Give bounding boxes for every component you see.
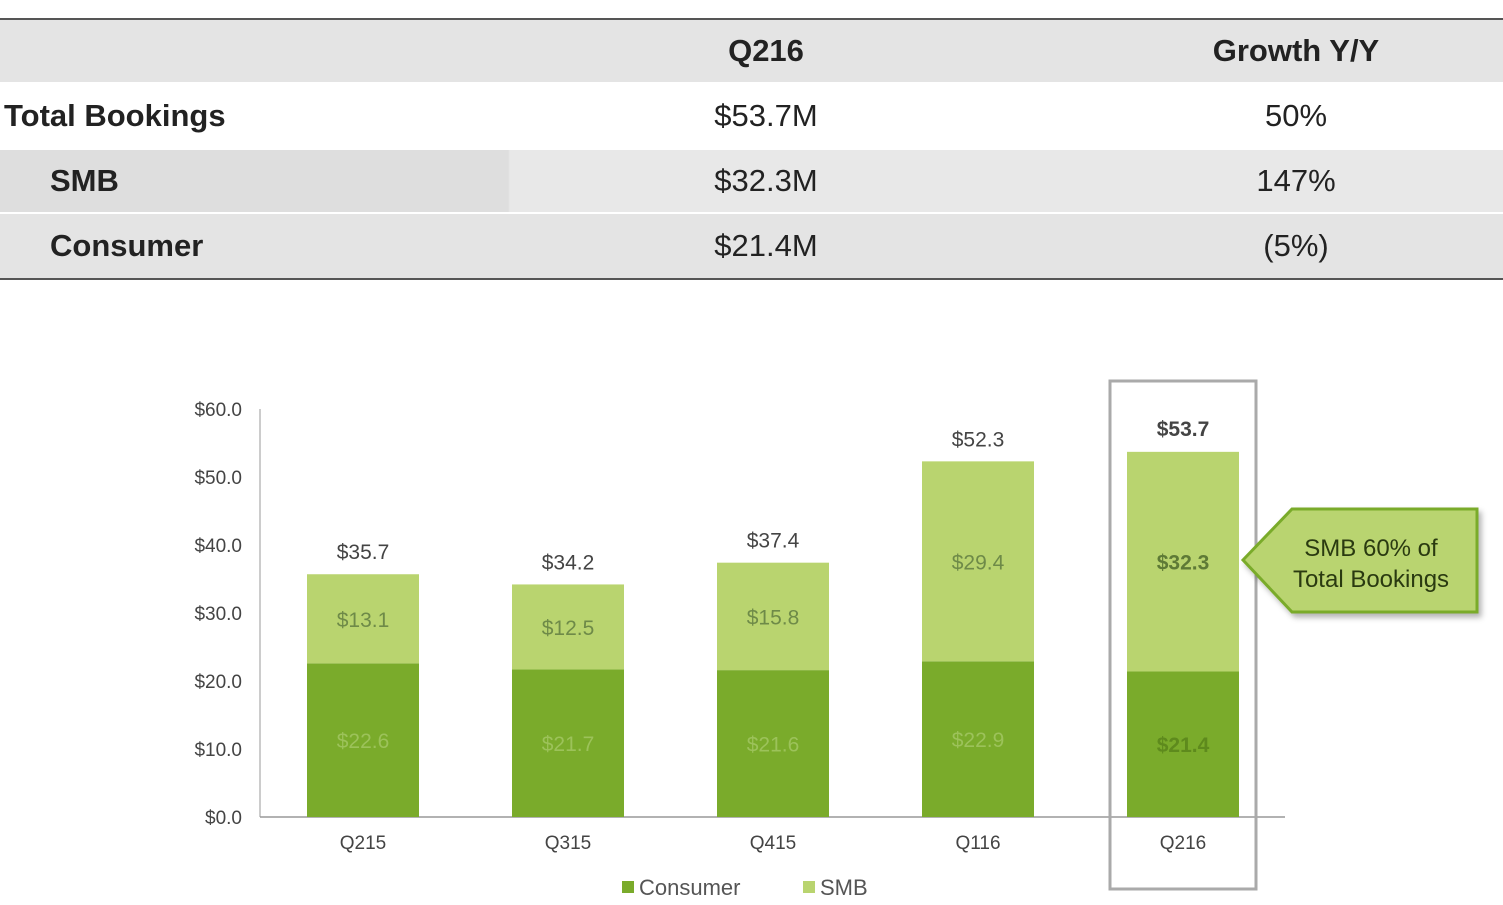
row-value-consumer: $21.4M [714, 228, 818, 263]
table-row-total: Total Bookings $53.7M 50% [0, 82, 1503, 150]
x-tick-label: Q116 [955, 833, 1000, 854]
table-bottom-rule [0, 278, 1503, 280]
bar-consumer-q216 [1127, 671, 1239, 817]
total-label-q315: $34.2 [542, 551, 595, 574]
legend-label-consumer: Consumer [639, 875, 740, 900]
row-value-total: $53.7M [714, 98, 818, 133]
data-label-consumer-q116: $22.9 [952, 729, 1005, 752]
bar-smb-q215 [307, 574, 419, 664]
table-top-rule [0, 18, 1503, 20]
y-tick-label: $0.0 [205, 808, 242, 829]
data-label-consumer-q315: $21.7 [542, 733, 595, 756]
data-label-consumer-q415: $21.6 [747, 734, 800, 757]
row-label-total: Total Bookings [4, 98, 226, 133]
data-label-consumer-q215: $22.6 [337, 730, 390, 753]
bar-smb-q315 [512, 584, 624, 670]
header-cell-q216: Q216 [728, 33, 804, 68]
x-tick-label: Q215 [340, 833, 386, 854]
total-label-q216: $53.7 [1157, 418, 1210, 441]
x-tick-label: Q315 [545, 833, 591, 854]
y-tick-label: $40.0 [194, 536, 242, 557]
row-growth-consumer: (5%) [1263, 228, 1329, 263]
legend-label-smb: SMB [820, 875, 868, 900]
row-label-consumer: Consumer [50, 228, 204, 263]
table-header-row: Q216 Growth Y/Y [0, 20, 1503, 82]
bar-consumer-q315 [512, 669, 624, 817]
row-value-smb: $32.3M [714, 163, 818, 198]
y-tick-label: $20.0 [194, 672, 242, 693]
data-label-smb-q216: $32.3 [1157, 552, 1210, 575]
data-label-smb-q215: $13.1 [337, 609, 390, 632]
table-row-consumer: Consumer $21.4M (5%) [0, 214, 1503, 278]
bar-smb-q415 [717, 562, 829, 671]
bookings-stacked-bar-chart: $0.0 $10.0 $20.0 $30.0 $40.0 $50.0 $60.0 Q215 Q3… [194, 379, 1479, 900]
bar-consumer-q415 [717, 670, 829, 817]
row-label-smb: SMB [50, 163, 119, 198]
total-label-q415: $37.4 [747, 530, 800, 553]
x-tick-label: Q216 [1160, 833, 1206, 854]
callout-text-line: SMB 60% of [1304, 535, 1438, 562]
data-label-smb-q315: $12.5 [542, 617, 595, 640]
callout-arrow-shape [1240, 507, 1479, 614]
y-tick-label: $60.0 [194, 400, 242, 421]
total-label-q215: $35.7 [337, 541, 390, 564]
bar-consumer-q116 [922, 661, 1034, 817]
row-growth-total: 50% [1264, 98, 1328, 133]
row-growth-smb: 147% [1256, 163, 1336, 198]
highlight-box [1108, 379, 1258, 891]
legend-swatch-consumer [622, 881, 634, 893]
y-tick-label: $10.0 [194, 740, 242, 761]
bar-smb-q116 [922, 461, 1034, 662]
legend-swatch-smb [803, 881, 815, 893]
x-tick-label: Q415 [750, 833, 796, 854]
callout-text-line: Total Bookings [1293, 566, 1449, 593]
data-label-smb-q415: $15.8 [747, 606, 800, 629]
y-tick-label: $50.0 [194, 468, 242, 489]
bar-smb-q216 [1127, 451, 1239, 672]
data-label-smb-q116: $29.4 [952, 551, 1005, 574]
header-cell-growth: Growth Y/Y [1212, 33, 1380, 68]
smb-share-callout: SMB 60% of Total Bookings [1240, 507, 1479, 614]
total-label-q116: $52.3 [952, 428, 1005, 451]
bar-consumer-q215 [307, 663, 419, 817]
table-row-smb: SMB $32.3M 147% [0, 150, 1503, 212]
data-label-consumer-q216: $21.4 [1157, 734, 1210, 757]
y-tick-label: $30.0 [194, 604, 242, 625]
